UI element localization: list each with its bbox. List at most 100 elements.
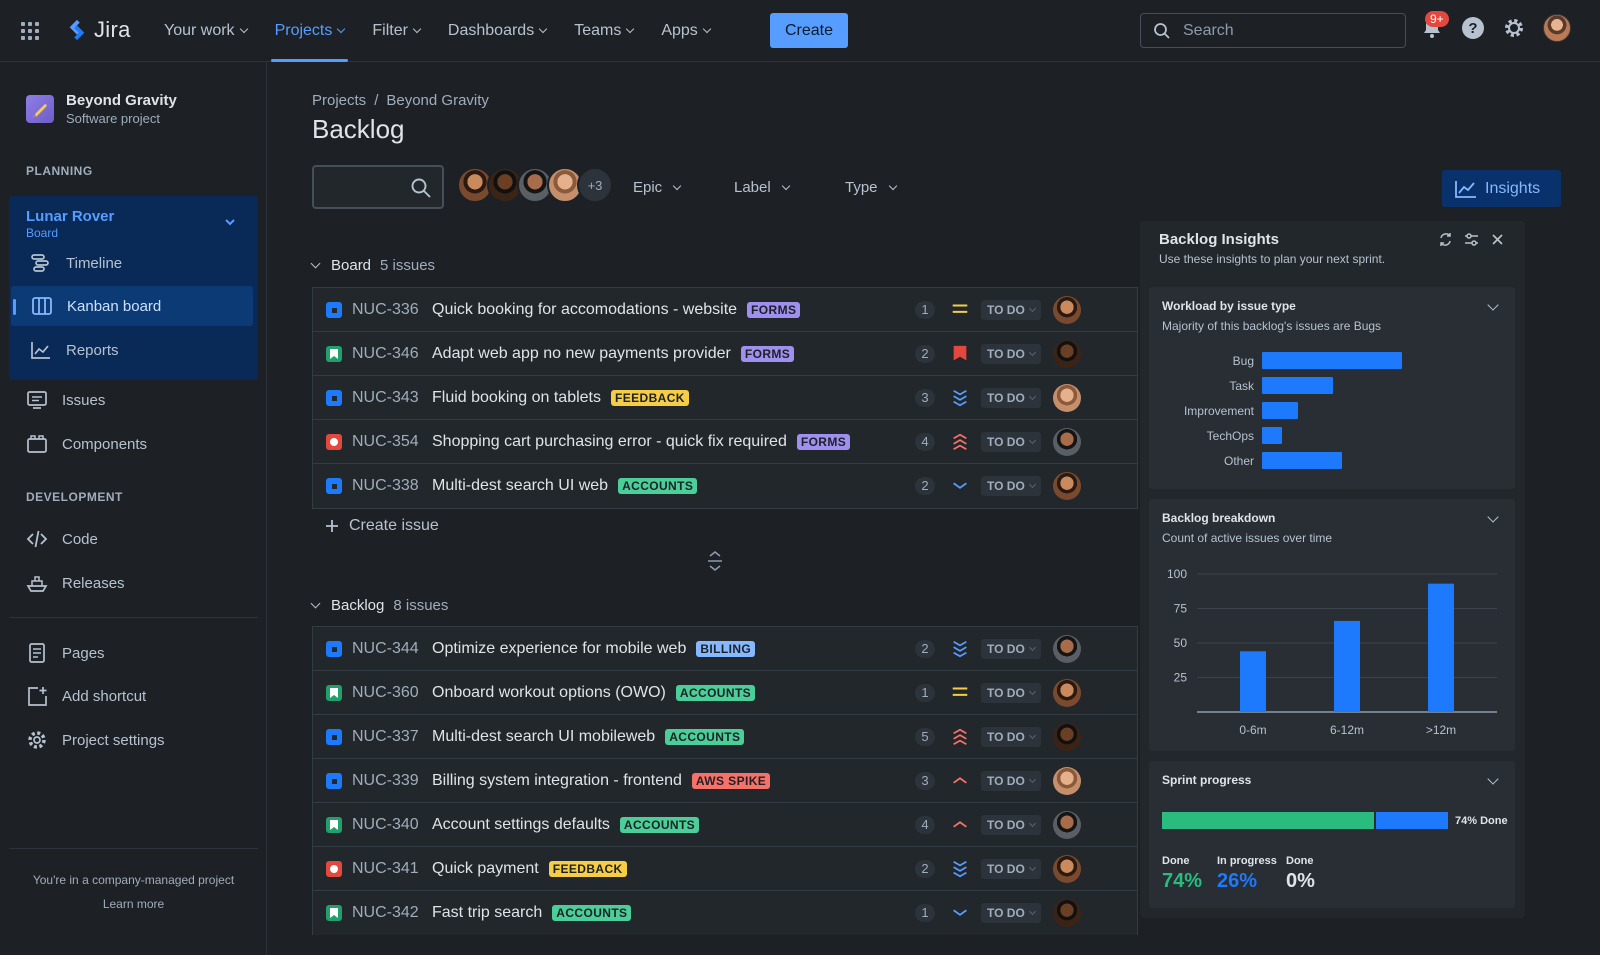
nav-projects[interactable]: Projects bbox=[270, 0, 349, 62]
status-dropdown[interactable]: TO DO bbox=[981, 771, 1041, 791]
create-button[interactable]: Create bbox=[770, 13, 848, 48]
issue-row[interactable]: NUC-346 Adapt web app no new payments pro… bbox=[313, 332, 1137, 376]
sidebar-item-kanban-board[interactable]: Kanban board bbox=[11, 286, 253, 326]
issue-row[interactable]: NUC-354 Shopping cart purchasing error - … bbox=[313, 420, 1137, 464]
sidebar-item-reports[interactable]: Reports bbox=[30, 330, 255, 370]
chevron-down-icon[interactable] bbox=[1487, 773, 1499, 785]
help-icon[interactable]: ? bbox=[1461, 16, 1485, 40]
issue-row[interactable]: NUC-344 Optimize experience for mobile we… bbox=[313, 627, 1137, 671]
more-assignees-button[interactable]: +3 bbox=[577, 167, 613, 203]
status-dropdown[interactable]: TO DO bbox=[981, 903, 1041, 923]
global-search-input[interactable]: Search bbox=[1140, 13, 1406, 48]
issue-key[interactable]: NUC-339 bbox=[352, 772, 419, 789]
collapse-divider-icon[interactable] bbox=[707, 550, 723, 572]
settings-gear-icon[interactable] bbox=[1502, 16, 1526, 40]
issue-row[interactable]: NUC-338 Multi-dest search UI web ACCOUNTS 2… bbox=[313, 464, 1137, 508]
assignee-avatar[interactable] bbox=[1053, 340, 1081, 368]
status-dropdown[interactable]: TO DO bbox=[981, 683, 1041, 703]
issue-row[interactable]: NUC-342 Fast trip search ACCOUNTS 1 TO DO bbox=[313, 891, 1137, 935]
assignee-avatar[interactable] bbox=[1053, 811, 1081, 839]
sidebar-item-code[interactable]: Code bbox=[26, 519, 251, 559]
status-dropdown[interactable]: TO DO bbox=[981, 727, 1041, 747]
nav-your-work[interactable]: Your work bbox=[164, 0, 248, 62]
status-dropdown[interactable]: TO DO bbox=[981, 859, 1041, 879]
user-avatar[interactable] bbox=[1543, 14, 1571, 42]
issue-summary[interactable]: Billing system integration - frontend bbox=[432, 772, 682, 789]
issue-row[interactable]: NUC-341 Quick payment FEEDBACK 2 TO DO bbox=[313, 847, 1137, 891]
issue-key[interactable]: NUC-336 bbox=[352, 301, 419, 318]
issue-key[interactable]: NUC-343 bbox=[352, 389, 419, 406]
close-icon[interactable] bbox=[1490, 232, 1505, 247]
backlog-search-input[interactable] bbox=[312, 165, 444, 209]
board-group-header[interactable]: Board 5 issues bbox=[310, 257, 435, 274]
issue-summary[interactable]: Quick payment bbox=[432, 860, 539, 877]
filter-sliders-icon[interactable] bbox=[1464, 232, 1479, 247]
chevron-down-icon[interactable] bbox=[1487, 511, 1499, 523]
issue-key[interactable]: NUC-340 bbox=[352, 816, 419, 833]
issue-key[interactable]: NUC-354 bbox=[352, 433, 419, 450]
status-dropdown[interactable]: TO DO bbox=[981, 388, 1041, 408]
issue-summary[interactable]: Optimize experience for mobile web bbox=[432, 640, 687, 657]
assignee-avatar[interactable] bbox=[1053, 635, 1081, 663]
issue-key[interactable]: NUC-338 bbox=[352, 477, 419, 494]
issue-summary[interactable]: Multi-dest search UI web bbox=[432, 477, 609, 494]
assignee-avatar[interactable] bbox=[1053, 428, 1081, 456]
status-dropdown[interactable]: TO DO bbox=[981, 815, 1041, 835]
status-dropdown[interactable]: TO DO bbox=[981, 639, 1041, 659]
assignee-avatar[interactable] bbox=[1053, 767, 1081, 795]
status-dropdown[interactable]: TO DO bbox=[981, 432, 1041, 452]
issue-summary[interactable]: Adapt web app no new payments provider bbox=[432, 345, 731, 362]
issue-key[interactable]: NUC-341 bbox=[352, 860, 419, 877]
issue-row[interactable]: NUC-336 Quick booking for accomodations -… bbox=[313, 288, 1137, 332]
nav-teams[interactable]: Teams bbox=[574, 0, 635, 62]
sidebar-item-add-shortcut[interactable]: Add shortcut bbox=[26, 676, 251, 716]
issue-summary[interactable]: Onboard workout options (OWO) bbox=[432, 684, 666, 701]
sidebar-item-pages[interactable]: Pages bbox=[26, 633, 251, 673]
sidebar-item-project-settings[interactable]: Project settings bbox=[26, 720, 251, 760]
nav-apps[interactable]: Apps bbox=[661, 0, 712, 62]
issue-summary[interactable]: Shopping cart purchasing error - quick f… bbox=[432, 433, 787, 450]
issue-row[interactable]: NUC-337 Multi-dest search UI mobileweb ACC… bbox=[313, 715, 1137, 759]
issue-row[interactable]: NUC-360 Onboard workout options (OWO) ACCO… bbox=[313, 671, 1137, 715]
assignee-avatar[interactable] bbox=[1053, 899, 1081, 927]
app-switcher-icon[interactable] bbox=[21, 22, 39, 40]
epic-filter-dropdown[interactable]: Epic bbox=[633, 179, 682, 196]
assignee-avatar[interactable] bbox=[1053, 384, 1081, 412]
issue-summary[interactable]: Multi-dest search UI mobileweb bbox=[432, 728, 656, 745]
status-dropdown[interactable]: TO DO bbox=[981, 344, 1041, 364]
issue-key[interactable]: NUC-344 bbox=[352, 640, 419, 657]
issue-summary[interactable]: Fluid booking on tablets bbox=[432, 389, 601, 406]
nav-filter[interactable]: Filter bbox=[372, 0, 422, 62]
issue-row[interactable]: NUC-343 Fluid booking on tablets FEEDBACK 3… bbox=[313, 376, 1137, 420]
assignee-avatar[interactable] bbox=[1053, 855, 1081, 883]
issue-row[interactable]: NUC-340 Account settings defaults ACCOUNTS… bbox=[313, 803, 1137, 847]
sidebar-item-issues[interactable]: Issues bbox=[26, 380, 251, 420]
sidebar-item-releases[interactable]: Releases bbox=[26, 563, 251, 603]
assignee-avatar[interactable] bbox=[1053, 723, 1081, 751]
issue-summary[interactable]: Account settings defaults bbox=[432, 816, 610, 833]
assignee-avatar[interactable] bbox=[1053, 296, 1081, 324]
label-filter-dropdown[interactable]: Label bbox=[734, 179, 790, 196]
issue-key[interactable]: NUC-337 bbox=[352, 728, 419, 745]
sidebar-item-components[interactable]: Components bbox=[26, 424, 251, 464]
issue-key[interactable]: NUC-342 bbox=[352, 904, 419, 921]
sidebar-item-timeline[interactable]: Timeline bbox=[30, 243, 255, 283]
type-filter-dropdown[interactable]: Type bbox=[845, 179, 897, 196]
breadcrumb-projects[interactable]: Projects bbox=[312, 92, 367, 109]
chevron-down-icon[interactable] bbox=[1487, 299, 1499, 311]
insights-button[interactable]: Insights bbox=[1442, 170, 1561, 207]
chevron-down-icon[interactable] bbox=[224, 216, 236, 228]
project-header[interactable]: Beyond Gravity Software project bbox=[26, 92, 177, 126]
assignee-avatar[interactable] bbox=[1053, 679, 1081, 707]
status-dropdown[interactable]: TO DO bbox=[981, 300, 1041, 320]
status-dropdown[interactable]: TO DO bbox=[981, 476, 1041, 496]
breadcrumb-project[interactable]: Beyond Gravity bbox=[386, 92, 489, 109]
issue-key[interactable]: NUC-346 bbox=[352, 345, 419, 362]
assignee-avatar[interactable] bbox=[1053, 472, 1081, 500]
issue-key[interactable]: NUC-360 bbox=[352, 684, 419, 701]
issue-summary[interactable]: Fast trip search bbox=[432, 904, 543, 921]
create-issue-button[interactable]: Create issue bbox=[325, 517, 439, 535]
issue-row[interactable]: NUC-339 Billing system integration - fron… bbox=[313, 759, 1137, 803]
jira-logo[interactable]: Jira bbox=[66, 17, 131, 43]
learn-more-link[interactable]: Learn more bbox=[102, 897, 165, 911]
